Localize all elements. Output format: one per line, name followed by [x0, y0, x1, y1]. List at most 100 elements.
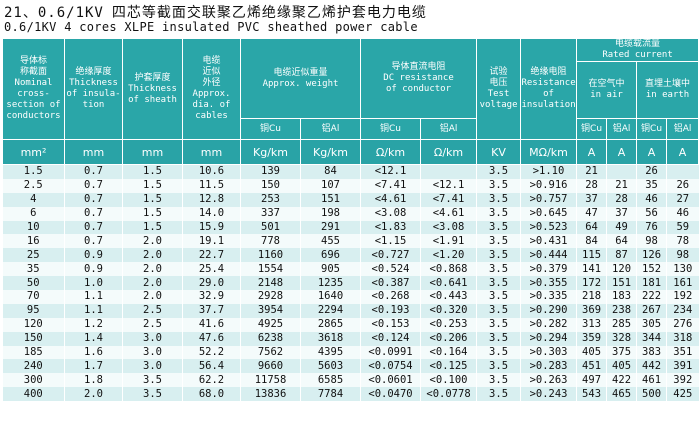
- table-cell: 2.0: [122, 290, 183, 304]
- header-insulation-resistance: 绝缘电阻 Resistance of insulation: [520, 38, 578, 140]
- table-cell: 161: [666, 276, 699, 291]
- header-earth-al: 铝Al: [666, 118, 700, 140]
- table-cell: 391: [666, 359, 699, 374]
- table-row: 150 1.4 3.0 47.6 6238 3618 <0.124 <0.206 3.5 >0.2…: [2, 331, 699, 346]
- table-cell: 313: [576, 317, 607, 332]
- table-cell: 337: [240, 206, 301, 221]
- table-cell: 501: [240, 220, 301, 235]
- table-cell: 3.5: [476, 248, 521, 263]
- table-cell: 2.5: [2, 178, 65, 193]
- table-cell: 442: [636, 359, 667, 374]
- header-air-al: 铝Al: [606, 118, 638, 140]
- header-weight-group: 电缆近似重量 Approx. weight: [239, 38, 362, 119]
- table-cell: 328: [606, 331, 637, 346]
- table-cell: 696: [299, 248, 361, 263]
- table-cell: 21: [576, 164, 607, 179]
- table-cell: 47: [576, 206, 607, 221]
- table-cell: 383: [636, 345, 667, 360]
- table-cell: <0.253: [420, 317, 477, 332]
- table-cell: <0.164: [420, 345, 477, 360]
- table-cell: 359: [576, 331, 607, 346]
- unit-cell: mm: [64, 139, 123, 165]
- table-cell: <7.41: [360, 178, 421, 193]
- table-cell: 25: [2, 248, 65, 263]
- table-cell: 192: [666, 290, 699, 304]
- unit-cell: A: [636, 139, 668, 165]
- table-cell: 497: [576, 373, 607, 388]
- unit-cell: A: [666, 139, 700, 165]
- table-cell: 1.1: [64, 290, 123, 304]
- table-cell: 3.0: [122, 359, 183, 374]
- units-row: mm² mm mm mm Kg/km Kg/km Ω/km Ω/km KV MΩ…: [2, 139, 700, 165]
- table-cell: 2.0: [122, 234, 183, 249]
- table-cell: 10: [2, 220, 65, 235]
- header-dc-cu: 铜Cu: [360, 118, 422, 140]
- table-cell: <7.41: [420, 192, 477, 207]
- table-cell: 150: [240, 178, 301, 193]
- table-cell: <0.0778: [420, 387, 477, 402]
- table-cell: 32.9: [182, 290, 241, 304]
- table-cell: <0.124: [360, 331, 421, 346]
- table-cell: >0.290: [520, 303, 577, 318]
- table-row: 300 1.8 3.5 62.2 11758 6585 <0.0601 <0.100 3.5 >0…: [2, 373, 699, 388]
- unit-cell: A: [606, 139, 638, 165]
- table-cell: 3.5: [476, 345, 521, 360]
- table-cell: 300: [2, 373, 65, 388]
- table-cell: <12.1: [360, 164, 421, 179]
- unit-cell: KV: [476, 139, 522, 165]
- table-cell: 0.7: [64, 220, 123, 235]
- table-cell: <0.0991: [360, 345, 421, 360]
- table-cell: >0.757: [520, 192, 577, 207]
- table-row: 25 0.9 2.0 22.7 1160 696 <0.727 <1.20 3.5 >0.444 1…: [2, 248, 699, 263]
- table-cell: 3.5: [476, 206, 521, 221]
- table-cell: 9660: [240, 359, 301, 374]
- header-diameter: 电缆 近似 外径 Approx. dia. of cables: [182, 38, 241, 140]
- table-cell: 344: [636, 331, 667, 346]
- table-cell: >0.243: [520, 387, 577, 402]
- table-cell: >1.10: [520, 164, 577, 179]
- table-cell: 150: [2, 331, 65, 346]
- header-cross-section: 导体标 称截面 Nominal cross- section of conduc…: [2, 38, 65, 140]
- table-cell: 3.5: [476, 373, 521, 388]
- table-row: 16 0.7 2.0 19.1 778 455 <1.15 <1.91 3.5 >0.431 84 6…: [2, 234, 699, 249]
- header-insulation-thickness: 绝缘厚度 Thickness of insula- tion: [64, 38, 123, 140]
- table-cell: 13836: [240, 387, 301, 402]
- table-cell: 240: [2, 359, 65, 374]
- table-cell: 305: [636, 317, 667, 332]
- table-cell: 84: [576, 234, 607, 249]
- table-cell: [606, 164, 637, 179]
- table-row: 35 0.9 2.0 25.4 1554 905 <0.524 <0.868 3.5 >0.379…: [2, 262, 699, 277]
- table-cell: <1.20: [420, 248, 477, 263]
- table-row: 120 1.2 2.5 41.6 4925 2865 <0.153 <0.253 3.5 >0.2…: [2, 317, 699, 332]
- table-cell: 2.0: [64, 387, 123, 402]
- unit-cell: A: [576, 139, 608, 165]
- table-cell: 11758: [240, 373, 301, 388]
- table-cell: >0.282: [520, 317, 577, 332]
- table-cell: <0.193: [360, 303, 421, 318]
- table-cell: 1.5: [122, 206, 183, 221]
- table-cell: 15.9: [182, 220, 241, 235]
- table-cell: 1.8: [64, 373, 123, 388]
- table-cell: 6585: [299, 373, 361, 388]
- table-cell: 115: [576, 248, 607, 263]
- table-cell: 3.5: [476, 387, 521, 402]
- table-cell: 4395: [299, 345, 361, 360]
- table-cell: 10.6: [182, 164, 241, 179]
- table-cell: 185: [2, 345, 65, 360]
- table-cell: 2.5: [122, 317, 183, 332]
- table-cell: 181: [636, 276, 667, 291]
- table-cell: 1.5: [122, 164, 183, 179]
- table-cell: 1.6: [64, 345, 123, 360]
- table-cell: 1640: [299, 290, 361, 304]
- header-weight-al: 铝Al: [299, 118, 362, 140]
- unit-cell: Ω/km: [360, 139, 422, 165]
- table-cell: [666, 164, 699, 179]
- table-cell: 37: [576, 192, 607, 207]
- table-cell: 455: [299, 234, 361, 249]
- table-cell: 25.4: [182, 262, 241, 277]
- table-cell: <0.524: [360, 262, 421, 277]
- table-cell: 234: [666, 303, 699, 318]
- table-cell: 3.5: [476, 303, 521, 318]
- table-cell: 56: [636, 206, 667, 221]
- table-cell: 50: [2, 276, 65, 291]
